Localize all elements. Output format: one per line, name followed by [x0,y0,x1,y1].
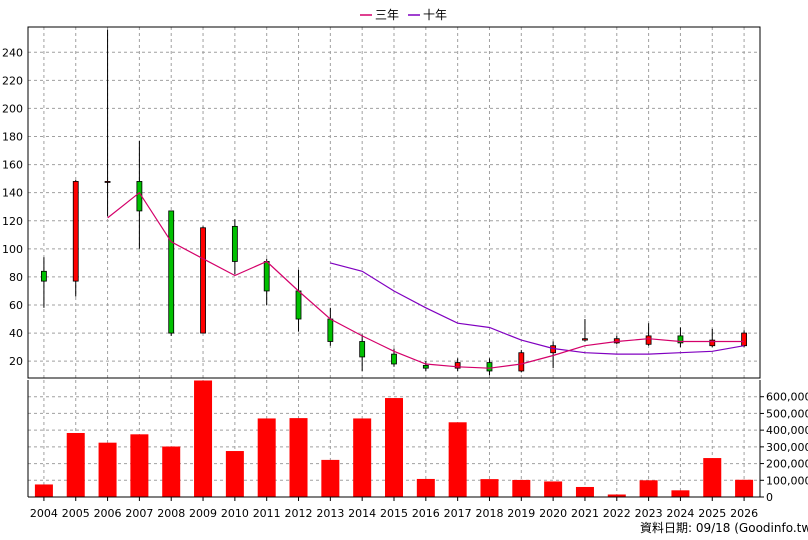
candle-body [231,225,238,262]
volume-bar [98,442,117,497]
candle-body [104,181,111,183]
x-tick-label: 2023 [635,507,663,520]
x-tick-label: 2005 [62,507,90,520]
volume-bar [512,479,531,497]
volume-bar [671,490,690,497]
volume-tick-label: 300,000 [766,441,808,454]
volume-bar [321,459,340,497]
x-tick-label: 2010 [221,507,249,520]
x-tick-label: 2004 [30,507,58,520]
volume-bar [735,479,754,497]
x-axis: 2004 2005 2006 2007 2008 2009 2010 2011 2012 2013… [30,497,758,520]
x-tick-label: 2020 [539,507,567,520]
candle-body [72,181,79,282]
volume-tick-label: 500,000 [766,407,808,420]
price-tick-label: 240 [2,46,23,59]
x-tick-label: 2021 [571,507,599,520]
volume-bar [257,418,276,497]
data-date-footer: 資料日期: 09/18 (Goodinfo.tw) [640,521,808,535]
ma3-line [107,191,745,369]
x-tick-label: 2026 [730,507,758,520]
x-tick-label: 2006 [94,507,122,520]
ma10-line [330,262,745,355]
x-tick-label: 2014 [348,507,376,520]
price-tick-label: 220 [2,74,23,87]
volume-tick-label: 200,000 [766,458,808,471]
legend-ma3-label: 三年 [375,8,399,22]
x-tick-label: 2011 [253,507,281,520]
x-tick-label: 2025 [698,507,726,520]
price-tick-label: 100 [2,243,23,256]
volume-bar [225,451,244,497]
candle-body [677,335,684,344]
candle-body [454,362,461,369]
volume-bar [162,446,181,497]
volume-bar [289,418,308,497]
legend-ma10-label: 十年 [423,8,447,22]
volume-bar [607,494,626,497]
volume-tick-label: 100,000 [766,474,808,487]
x-tick-label: 2012 [285,507,313,520]
price-tick-label: 80 [9,271,23,284]
price-tick-label: 40 [9,327,23,340]
x-tick-label: 2009 [189,507,217,520]
volume-bar [480,479,499,497]
candle-body [327,318,334,342]
volume-bar [544,481,563,497]
x-tick-label: 2013 [316,507,344,520]
candle-body [359,341,366,358]
candle-body [518,352,525,372]
x-tick-label: 2007 [125,507,153,520]
candle-body [709,339,716,347]
x-tick-label: 2017 [444,507,472,520]
x-tick-label: 2024 [666,507,694,520]
candle-body [41,270,47,282]
price-tick-label: 20 [9,355,23,368]
candle-body [741,332,747,347]
candle-body [295,290,302,320]
volume-tick-label: 600,000 [766,391,808,404]
candle-body [200,227,206,334]
x-tick-label: 2008 [157,507,185,520]
volume-tick-label: 0 [766,491,773,504]
volume-bar [66,432,85,497]
candle-body [582,338,588,341]
candle-body [263,261,270,292]
price-tick-label: 160 [2,159,23,172]
candle-body [645,335,652,345]
x-tick-label: 2018 [475,507,503,520]
price-tick-label: 200 [2,102,23,115]
x-tick-label: 2022 [603,507,631,520]
volume-bar [639,480,658,497]
price-tick-label: 60 [9,299,23,312]
legend: 三年 十年 [360,8,447,22]
x-tick-label: 2019 [507,507,535,520]
candle-body [168,210,175,334]
candle-body [486,362,493,372]
volume-bar [416,478,435,497]
candle-body [422,364,429,369]
volume-bar [34,484,53,497]
volume-bar [130,434,149,497]
price-tick-label: 180 [2,131,23,144]
volume-tick-label: 400,000 [766,424,808,437]
price-frame [27,26,761,379]
volume-panel: 0 100,000 200,000 300,000 400,000 500,000 600,… [27,380,808,504]
candle-body [391,353,397,365]
volume-bar [353,418,372,497]
x-tick-label: 2015 [380,507,408,520]
price-panel: 20 40 60 80 100 120 140 160 180 200 220 240 [2,26,761,379]
price-tick-label: 120 [2,215,23,228]
volume-bar [385,398,403,497]
volume-bar [194,380,213,497]
price-tick-label: 140 [2,187,23,200]
volume-bar [575,486,594,497]
volume-bar [703,458,722,497]
volume-bar [448,422,467,497]
x-tick-label: 2016 [412,507,440,520]
